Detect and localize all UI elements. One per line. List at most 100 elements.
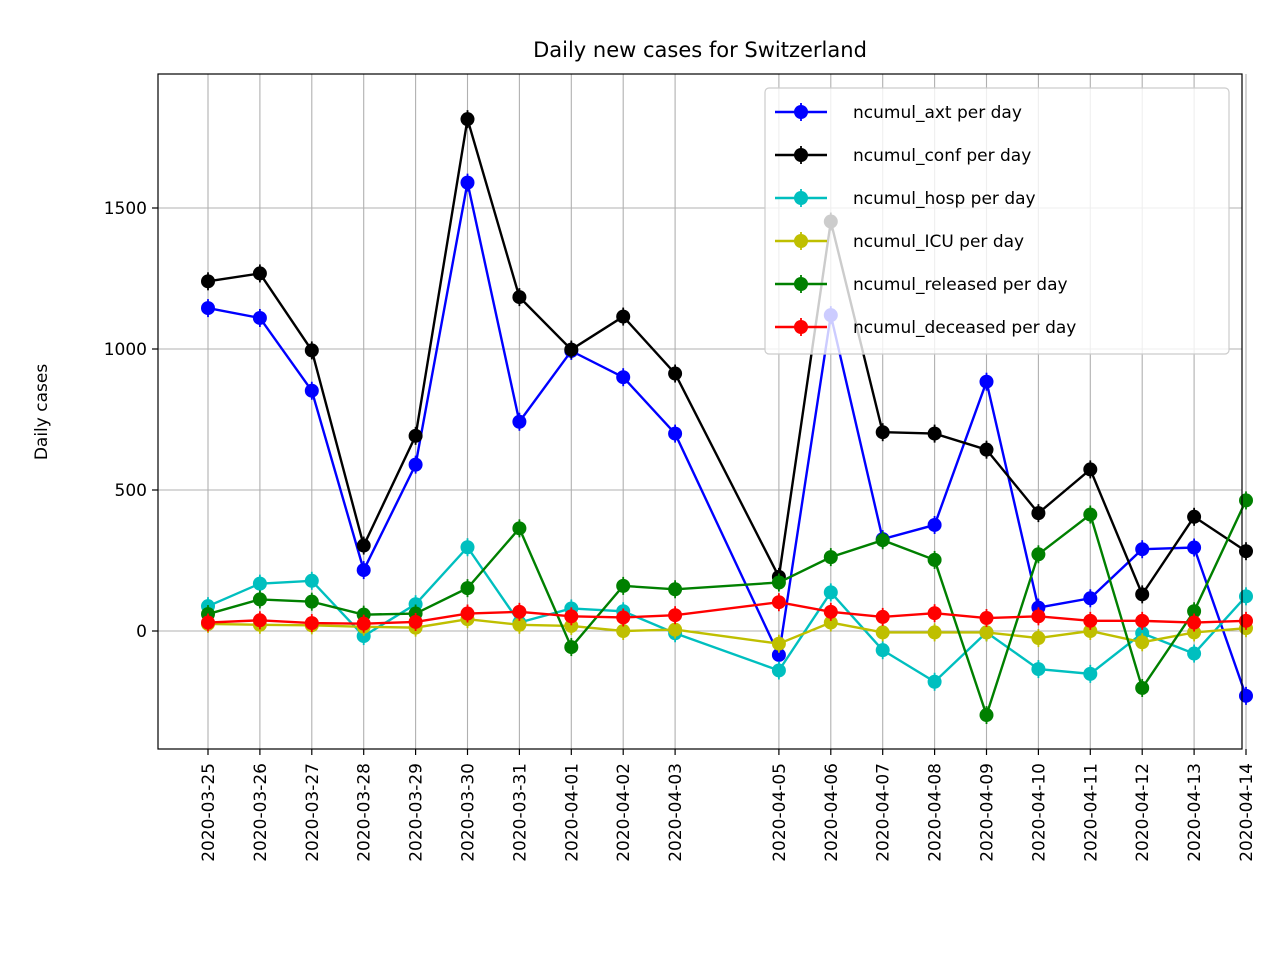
y-tick-label: 1000 <box>104 340 147 360</box>
y-tick-label: 1500 <box>104 199 147 219</box>
data-point <box>771 595 786 610</box>
data-point <box>771 575 786 590</box>
data-point <box>771 636 786 651</box>
data-point <box>512 604 527 619</box>
series-layer <box>201 110 1253 725</box>
x-tick-label: 2020-04-02 <box>614 763 634 862</box>
data-point <box>979 611 994 626</box>
series-1 <box>201 110 1253 604</box>
data-point <box>304 594 319 609</box>
data-point <box>1187 646 1202 661</box>
data-point <box>979 442 994 457</box>
data-point <box>1031 506 1046 521</box>
series-line <box>207 499 1248 719</box>
legend-label: ncumul_axt per day <box>853 103 1022 123</box>
data-point <box>823 550 838 565</box>
x-tick-label: 2020-03-28 <box>355 763 375 862</box>
series-line <box>207 617 1247 645</box>
data-point <box>616 578 631 593</box>
legend-marker <box>794 234 808 248</box>
series-line <box>207 545 1247 684</box>
legend-marker <box>794 191 808 205</box>
x-tick-label: 2020-04-03 <box>666 763 686 862</box>
data-point <box>1135 635 1150 650</box>
data-point <box>252 592 267 607</box>
data-point <box>1083 507 1098 522</box>
data-point <box>668 582 683 597</box>
data-point <box>356 538 371 553</box>
data-point <box>1187 604 1202 619</box>
data-point <box>564 342 579 357</box>
plot-frame <box>157 73 1243 750</box>
data-point <box>875 533 890 548</box>
data-point <box>512 290 527 305</box>
data-point <box>1187 625 1202 640</box>
data-point <box>1239 493 1253 508</box>
data-point <box>1239 589 1253 604</box>
chart-title: Daily new cases for Switzerland <box>533 38 867 62</box>
data-point <box>616 309 631 324</box>
data-point <box>927 674 942 689</box>
x-tick-label: 2020-03-27 <box>303 763 323 862</box>
data-point <box>1135 587 1150 602</box>
data-point <box>1239 613 1253 628</box>
data-point <box>927 625 942 640</box>
data-point <box>1031 609 1046 624</box>
data-point <box>616 624 631 638</box>
data-point <box>512 617 527 632</box>
data-point <box>668 366 683 381</box>
x-tick-label: 2020-04-07 <box>874 763 894 862</box>
data-point <box>668 622 683 637</box>
legend-marker <box>794 320 808 334</box>
data-point <box>564 609 579 624</box>
legend-label: ncumul_released per day <box>853 275 1068 295</box>
x-tick-label: 2020-03-29 <box>407 763 427 862</box>
data-point <box>823 615 838 630</box>
data-point <box>408 457 423 472</box>
data-point <box>1135 680 1150 695</box>
data-point <box>408 428 423 443</box>
data-point <box>304 343 319 358</box>
data-point <box>1083 666 1098 681</box>
data-point <box>201 274 215 289</box>
data-point <box>564 640 579 655</box>
data-point <box>1187 509 1202 524</box>
data-point <box>460 606 475 621</box>
data-point <box>1187 615 1202 630</box>
data-point <box>823 604 838 619</box>
data-point <box>252 310 267 325</box>
legend-label: ncumul_hosp per day <box>853 189 1036 209</box>
x-tick-label: 2020-04-14 <box>1237 763 1257 862</box>
data-point <box>979 374 994 389</box>
data-point <box>1187 540 1202 555</box>
data-point <box>460 175 475 190</box>
data-point <box>771 647 786 662</box>
data-point <box>979 708 994 723</box>
data-point <box>512 414 527 429</box>
data-point <box>460 540 475 555</box>
data-point <box>1083 462 1098 477</box>
data-point <box>1239 544 1253 559</box>
data-point <box>1083 624 1098 638</box>
series-line <box>207 118 1247 597</box>
legend-label: ncumul_conf per day <box>853 146 1031 166</box>
data-point <box>356 616 371 631</box>
data-point <box>1031 547 1046 562</box>
legend-marker <box>794 277 808 291</box>
x-tick-label: 2020-04-05 <box>770 763 790 862</box>
data-point <box>252 576 267 591</box>
data-point <box>460 581 475 596</box>
x-tick-label: 2020-03-25 <box>199 763 219 862</box>
data-point <box>201 615 215 630</box>
x-tick-label: 2020-04-10 <box>1029 763 1049 862</box>
data-point <box>304 383 319 398</box>
series-line <box>207 601 1247 625</box>
data-point <box>356 563 371 578</box>
data-point <box>823 585 838 600</box>
data-point <box>875 625 890 640</box>
x-tick-label: 2020-03-26 <box>251 763 271 862</box>
data-point <box>460 112 475 127</box>
data-point <box>252 613 267 628</box>
data-point <box>564 618 579 633</box>
x-tick-label: 2020-03-31 <box>510 763 530 862</box>
